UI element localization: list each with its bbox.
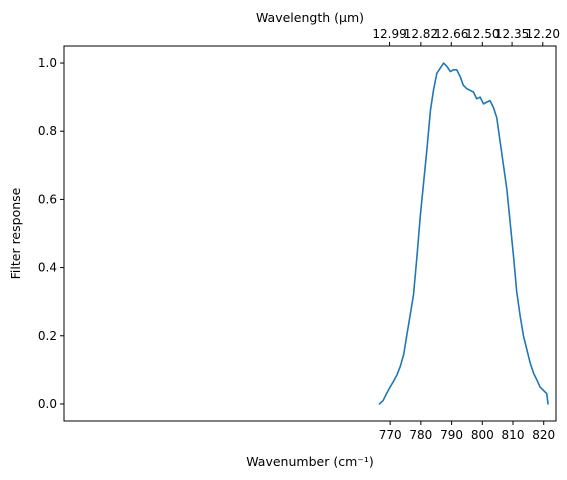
top-tick-label: 12.50 bbox=[465, 27, 499, 41]
top-tick-label: 12.20 bbox=[526, 27, 560, 41]
filter-response-line bbox=[378, 62, 549, 405]
top-tick-label: 12.82 bbox=[404, 27, 438, 41]
plot-area-frame bbox=[63, 45, 557, 422]
y-tick-label: 0.8 bbox=[38, 124, 57, 138]
top-tick-label: 12.35 bbox=[495, 27, 529, 41]
y-ticks: 0.0 0.2 0.4 0.6 0.8 1.0 bbox=[38, 56, 64, 411]
top-x-axis-label: Wavelength (μm) bbox=[256, 10, 364, 25]
y-tick-label: 0.0 bbox=[38, 397, 57, 411]
y-tick-label: 0.2 bbox=[38, 329, 57, 343]
x-axis-label: Wavenumber (cm⁻¹) bbox=[246, 454, 373, 469]
series-layer bbox=[378, 62, 549, 405]
x-tick-label: 770 bbox=[379, 428, 402, 442]
y-tick-label: 0.4 bbox=[38, 261, 57, 275]
x-tick-label: 820 bbox=[532, 428, 555, 442]
x-tick-label: 790 bbox=[440, 428, 463, 442]
top-tick-label: 12.99 bbox=[372, 27, 406, 41]
x-tick-label: 810 bbox=[502, 428, 525, 442]
axes-frame bbox=[63, 45, 557, 422]
y-tick-label: 0.6 bbox=[38, 192, 57, 206]
x-tick-label: 800 bbox=[471, 428, 494, 442]
y-tick-label: 1.0 bbox=[38, 56, 57, 70]
top-tick-label: 12.66 bbox=[434, 27, 468, 41]
x-tick-label: 780 bbox=[409, 428, 432, 442]
bottom-x-ticks: 770 780 790 800 810 820 bbox=[379, 421, 555, 442]
y-axis-label: Filter response bbox=[8, 187, 23, 279]
